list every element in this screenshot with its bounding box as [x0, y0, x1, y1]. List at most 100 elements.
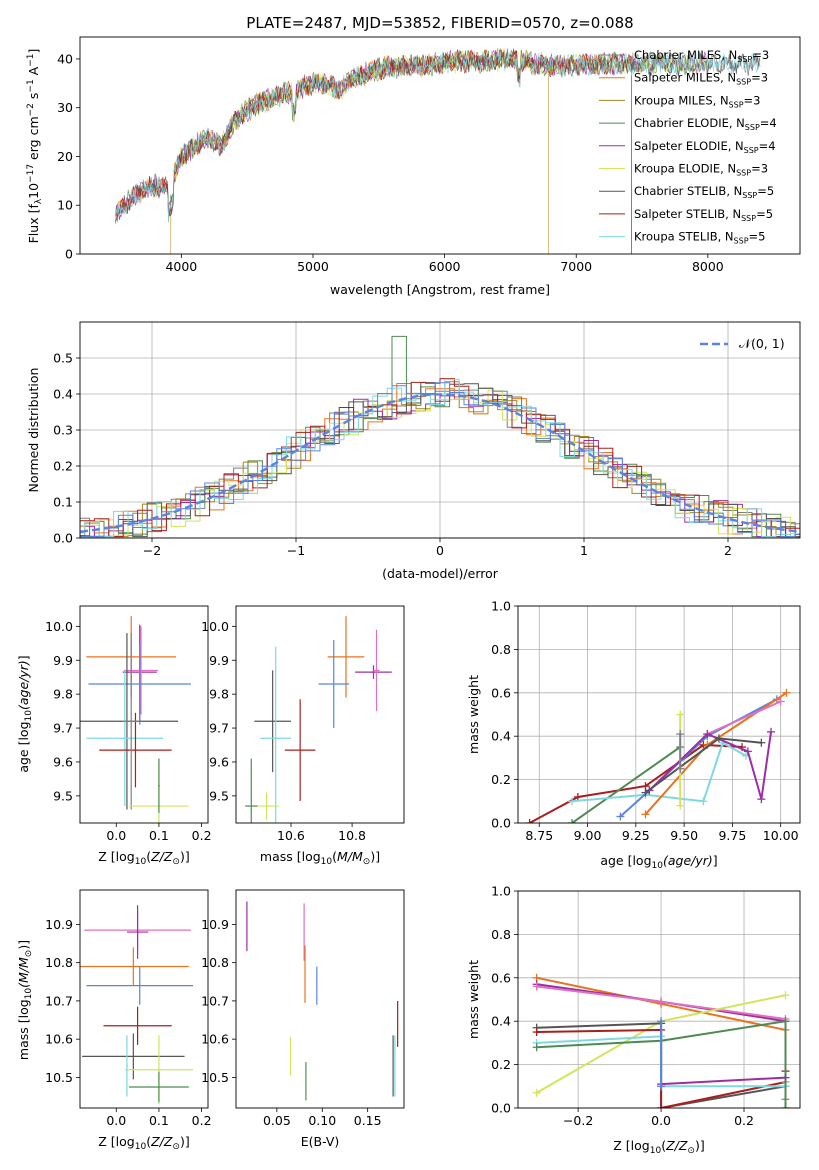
legend-entry: Kroupa STELIB, NSSP=5: [634, 230, 765, 246]
x-tick-label: 0.0: [651, 1113, 671, 1128]
x-tick-label: 4000: [165, 259, 197, 274]
label-part: Z/Z: [150, 849, 173, 864]
x-axis-label: E(B-V): [301, 1134, 340, 1149]
plot-area: [115, 47, 761, 254]
y-tick-label: 0.8: [491, 642, 511, 657]
label-part: Kroupa STELIB, N: [634, 230, 734, 244]
x-tick-label: −0.2: [563, 1113, 593, 1128]
histogram-blue: [80, 382, 800, 538]
label-part: (: [332, 849, 337, 864]
label-part: SSP: [736, 78, 751, 87]
label-part: 10: [24, 988, 34, 1000]
label-part: ⊙: [687, 1146, 695, 1156]
y-tick-label: 1.0: [491, 884, 511, 899]
label-part: SSP: [742, 191, 757, 200]
legend-entry: Kroupa MILES, NSSP=3: [634, 93, 760, 109]
y-tick-label: 0.2: [491, 772, 511, 787]
axes-frame: [517, 890, 801, 1109]
label-part: −2: [26, 103, 36, 116]
label-part: −1: [26, 79, 36, 92]
label-part: 10: [135, 1142, 147, 1152]
x-tick-label: 0.0: [106, 828, 126, 843]
y-tick-label: 0.6: [491, 970, 511, 985]
x-tick-label: 0.10: [308, 1113, 336, 1128]
label-part: )]: [16, 940, 31, 950]
label-part: −17: [26, 164, 36, 183]
label-part: ⊙: [172, 1142, 180, 1152]
x-axis-label: age [log10(age/yr)]: [600, 853, 717, 871]
y-axis-label: mass [log10(M/M⊙)]: [16, 940, 34, 1060]
x-tick-label: 8000: [692, 259, 724, 274]
label-part: =4: [760, 116, 777, 130]
label-part: ]: [713, 853, 718, 868]
normal-curve: [80, 393, 798, 533]
legend-entry: Chabrier ELODIE, NSSP=4: [634, 116, 777, 132]
y-tick-label: 0.4: [491, 1014, 511, 1029]
x-tick-label: 0.2: [734, 1113, 754, 1128]
x-axis-label: mass [log10(M/M⊙)]: [260, 849, 380, 867]
y-tick-label: 0.2: [53, 459, 73, 474]
y-tick-label: 9.7: [53, 721, 73, 736]
label-part: =4: [759, 139, 776, 153]
legend-entry: 𝒩(0, 1): [739, 336, 785, 351]
label-part: )]: [180, 849, 190, 864]
label-part: (M/M: [16, 957, 31, 988]
weight-vs-age-panel: 8.75 9.00 9.25 9.50 9.75 10.00 0.0 0.2 0.4 0.6 0.8…: [466, 599, 801, 871]
y-tick-label: 9.6: [53, 754, 73, 769]
label-part: )]: [370, 849, 380, 864]
y-tick-label: 0.5: [53, 351, 73, 366]
label-part: Z/Z: [150, 1134, 173, 1149]
label-part: )]: [695, 1138, 705, 1153]
y-tick-label: 10.8: [201, 955, 229, 970]
y-tick-label: 20: [57, 149, 73, 164]
label-part: 10: [650, 1146, 662, 1156]
x-tick-label: 7000: [560, 259, 592, 274]
x-tick-label: 0.0: [106, 1113, 126, 1128]
label-part: SSP: [729, 100, 744, 109]
y-tick-label: 0.4: [491, 729, 511, 744]
plot-area: [245, 616, 392, 823]
y-tick-label: 9.8: [53, 687, 73, 702]
plot-area: [525, 688, 791, 823]
figure-title: PLATE=2487, MJD=53852, FIBERID=0570, z=0…: [246, 14, 633, 32]
label-part: (age/yr): [663, 853, 713, 868]
label-part: =3: [744, 93, 761, 107]
y-tick-label: 0.0: [491, 816, 511, 831]
y-tick-label: 0.0: [53, 531, 73, 546]
label-part: Kroupa MILES, N: [634, 93, 729, 107]
label-part: Salpeter MILES, N: [634, 71, 736, 85]
weight-series-line: [536, 1020, 787, 1108]
x-tick-label: 0.1: [149, 1113, 169, 1128]
label-part: Z [log: [613, 1138, 649, 1153]
label-part: =5: [756, 207, 773, 221]
plot-area: [80, 335, 800, 538]
plot-area: [80, 905, 194, 1105]
x-tick-label: −1: [287, 543, 305, 558]
y-tick-label: 0.6: [491, 685, 511, 700]
x-tick-label: 1: [580, 543, 588, 558]
label-part: =3: [751, 162, 768, 176]
histogram-salpeter-stelib: [80, 378, 800, 538]
legend-entry: Kroupa ELODIE, NSSP=3: [634, 162, 768, 178]
age-vs-metallicity-panel: 0.0 0.1 0.29.59.69.79.89.910.0Z [log10(Z/Z…: [16, 605, 212, 867]
label-part: SSP: [741, 214, 756, 223]
label-part: ]: [16, 655, 31, 660]
axes-frame: [79, 605, 209, 824]
x-tick-label: 9.75: [718, 828, 746, 843]
axes-frame: [79, 889, 209, 1109]
legend-entry: Salpeter STELIB, NSSP=5: [634, 207, 773, 223]
y-tick-label: 9.5: [53, 788, 73, 803]
label-part: 10: [321, 857, 333, 867]
y-tick-label: 40: [57, 51, 73, 66]
y-tick-label: 10.8: [45, 955, 73, 970]
y-tick-label: 10: [57, 198, 73, 213]
spectrum-line-chabrier-elodie: [115, 49, 709, 217]
label-part: )]: [180, 1134, 190, 1149]
label-part: 10: [26, 183, 41, 199]
x-axis-label: Z [log10(Z/Z⊙)]: [98, 1134, 189, 1152]
y-tick-label: 0.8: [491, 927, 511, 942]
label-part: mass [log: [260, 849, 321, 864]
y-tick-label: 0.1: [53, 495, 73, 510]
